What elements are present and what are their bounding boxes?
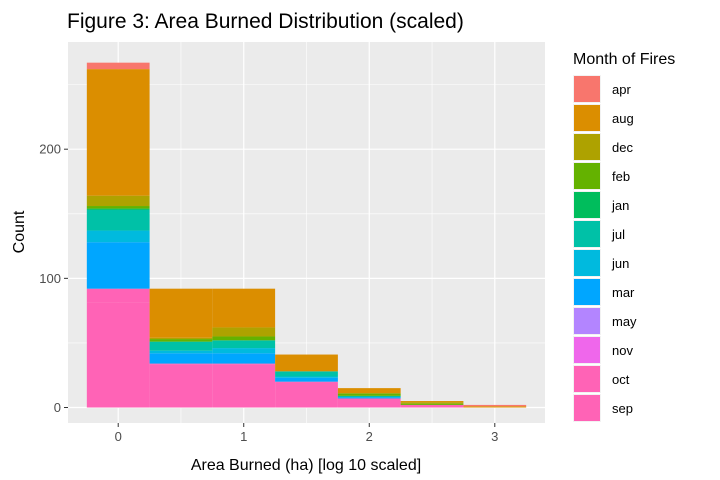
legend-swatch-jun: [574, 250, 600, 276]
legend-swatch-nov: [574, 337, 600, 363]
bar-segment-mar: [337, 397, 401, 399]
bar-segment-sep: [275, 382, 338, 408]
bar-segment-dec: [86, 195, 150, 207]
legend-swatch-apr: [574, 76, 600, 102]
bar-segment-aug: [86, 69, 150, 196]
bar-segment-feb: [337, 393, 401, 396]
bar-segment-aug: [463, 406, 527, 408]
legend-title: Month of Fires: [573, 51, 675, 68]
bar-segment-jul: [149, 341, 213, 351]
bar-segment-dec: [149, 337, 213, 340]
bar-stacks: [86, 62, 527, 408]
legend-swatch-dec: [574, 134, 600, 160]
legend-swatch-oct: [574, 366, 600, 392]
bar-segment-mar: [275, 377, 338, 382]
legend-label-jun: jun: [611, 256, 629, 271]
bar-segment-mar: [212, 353, 276, 364]
bar-segment-sep: [149, 364, 213, 408]
legend-label-sep: sep: [612, 401, 633, 416]
bar-segment-oct: [275, 381, 338, 383]
x-tick-label: 3: [491, 429, 498, 444]
legend-label-oct: oct: [612, 372, 630, 387]
bar-segment-sep: [212, 364, 276, 408]
bar-segment-aug: [400, 401, 464, 403]
legend-label-feb: feb: [612, 169, 630, 184]
bar-segment-feb: [86, 206, 150, 209]
bar-segment-feb: [400, 403, 464, 405]
bar-segment-jul: [337, 395, 401, 398]
bar-segment-mar: [149, 353, 213, 364]
legend-label-dec: dec: [612, 140, 633, 155]
bar-segment-oct: [86, 288, 150, 303]
bar-segment-jul: [275, 371, 338, 377]
legend-label-apr: apr: [612, 82, 631, 97]
x-tick-label: 0: [115, 429, 122, 444]
bar-segment-apr: [86, 62, 150, 70]
bar-segment-aug: [149, 288, 213, 338]
legend-swatch-feb: [574, 163, 600, 189]
y-tick-label: 100: [39, 271, 61, 286]
legend-label-mar: mar: [612, 285, 635, 300]
bar-segment-jun: [275, 376, 338, 378]
bar-segment-feb: [149, 339, 213, 342]
legend: Month of Fires apr aug dec feb jan jul jun mar m…: [573, 51, 675, 422]
y-axis-title: Count: [11, 210, 28, 253]
bar-segment-jul: [86, 209, 150, 231]
legend-swatch-jul: [574, 221, 600, 247]
chart-title: Figure 3: Area Burned Distribution (scal…: [67, 10, 464, 33]
legend-swatch-aug: [574, 105, 600, 131]
bar-segment-jun: [149, 350, 213, 354]
legend-label-aug: aug: [612, 111, 634, 126]
bar-segment-mar: [86, 242, 150, 289]
bar-segment-apr: [463, 404, 527, 407]
bar-segment-sep: [337, 398, 401, 408]
legend-label-jan: jan: [611, 198, 629, 213]
bar-segment-oct: [212, 363, 276, 365]
bar-segment-sep: [86, 302, 150, 408]
legend-swatch-jan: [574, 192, 600, 218]
bar-segment-feb: [212, 336, 276, 341]
bar-segment-jul: [212, 340, 276, 349]
legend-swatch-mar: [574, 279, 600, 305]
bar-segment-oct: [149, 363, 213, 365]
x-tick-label: 2: [366, 429, 373, 444]
bar-segment-jun: [212, 348, 276, 354]
legend-label-may: may: [612, 314, 637, 329]
legend-swatch-may: [574, 308, 600, 334]
axes: 0 1 2 3 0 100 200: [39, 142, 498, 444]
bar-segment-dec: [400, 402, 464, 404]
bar-segment-sep: [400, 404, 464, 408]
bar-segment-aug: [212, 288, 276, 328]
y-tick-label: 0: [54, 400, 61, 415]
bar-segment-dec: [212, 327, 276, 337]
y-tick-label: 200: [39, 142, 61, 157]
legend-label-nov: nov: [612, 343, 633, 358]
bar-segment-jan: [86, 208, 150, 210]
x-tick-label: 1: [240, 429, 247, 444]
bar-segment-aug: [275, 354, 338, 372]
legend-label-jul: jul: [611, 227, 625, 242]
x-axis-title: Area Burned (ha) [log 10 scaled]: [191, 457, 421, 474]
legend-swatch-sep: [574, 395, 600, 421]
bar-segment-aug: [337, 388, 401, 394]
bar-segment-jun: [86, 230, 150, 243]
